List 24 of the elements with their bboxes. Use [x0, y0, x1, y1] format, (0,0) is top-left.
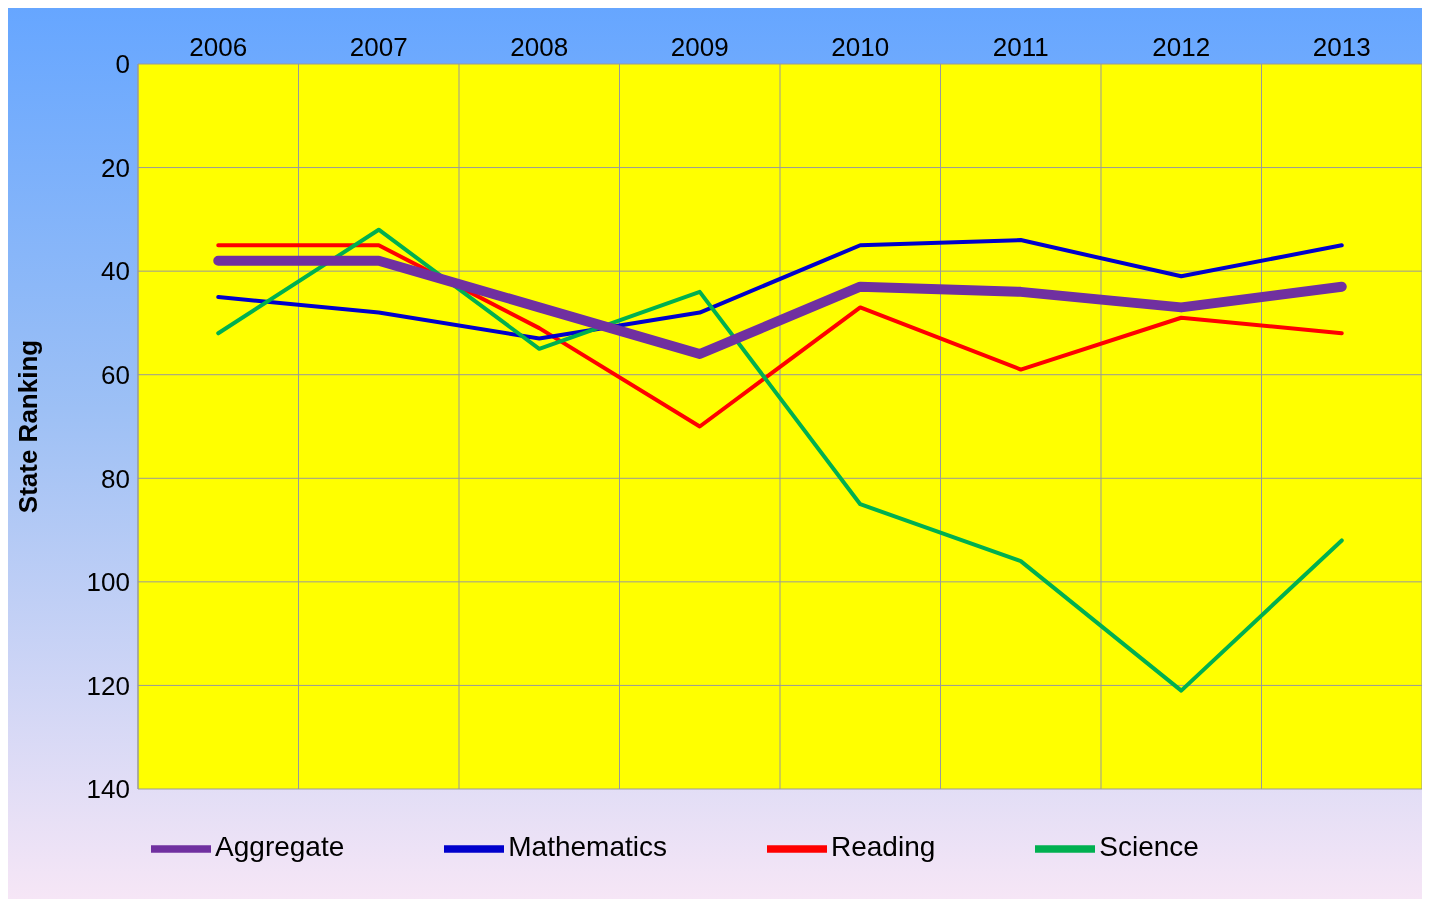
x-tick-label: 2008 [510, 32, 569, 62]
legend-label: Science [1099, 831, 1199, 863]
line-series [216, 238, 1344, 341]
y-tick-label: 80 [101, 463, 130, 494]
y-tick-label: 60 [101, 359, 130, 390]
legend-label: Reading [831, 831, 936, 863]
legend-label: Mathematics [508, 831, 667, 863]
y-tick-label: 100 [86, 567, 130, 598]
legend-label: Aggregate [215, 831, 345, 863]
x-tick-label: 2007 [349, 32, 408, 62]
y-tick-label: 0 [115, 49, 130, 80]
x-tick-label: 2011 [992, 32, 1049, 62]
y-tick-label: 140 [86, 774, 130, 805]
line-series [216, 227, 1344, 693]
y-tick-label: 20 [101, 152, 130, 183]
y-axis-title: State Ranking [13, 339, 44, 514]
x-tick-label: 2006 [189, 32, 248, 62]
x-tick-label: 2009 [670, 32, 729, 62]
y-tick-label: 40 [101, 256, 130, 287]
x-tick-label: 2010 [831, 32, 890, 62]
x-tick-label: 2013 [1312, 32, 1371, 62]
y-tick-label: 120 [86, 670, 130, 701]
x-tick-label: 2012 [1152, 32, 1211, 62]
line-series [216, 243, 1344, 429]
